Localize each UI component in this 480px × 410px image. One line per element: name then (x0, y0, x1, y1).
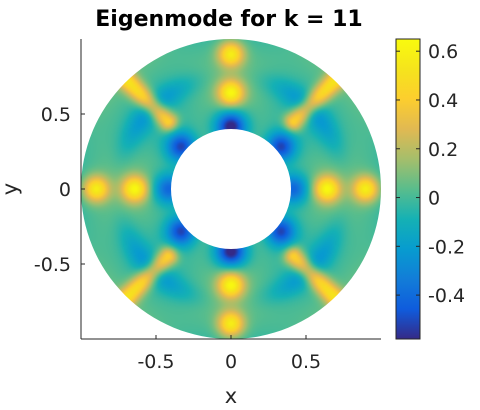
colorbar: -0.4 -0.2 0 0.2 0.4 0.6 (395, 38, 465, 340)
colorbar-ticks: -0.4 -0.2 0 0.2 0.4 0.6 (396, 41, 465, 307)
plot-area (81, 39, 381, 339)
y-axis-label: y (0, 183, 22, 195)
y-tick-label: 0.5 (41, 104, 71, 126)
y-tick-label: 0 (59, 179, 71, 201)
x-ticks: -0.5 0 0.5 (137, 335, 321, 373)
colorbar-tick-label: -0.2 (428, 236, 465, 258)
x-tick-label: 0 (225, 351, 237, 373)
x-tick-label: -0.5 (137, 351, 174, 373)
colorbar-tick-label: 0.2 (428, 139, 458, 161)
y-ticks: -0.5 0 0.5 (34, 104, 85, 276)
chart-title: Eigenmode for k = 11 (95, 7, 362, 32)
colorbar-tick-label: -0.4 (428, 285, 465, 307)
colorbar-tick-label: 0 (428, 188, 440, 210)
x-axis-label: x (225, 384, 237, 408)
colorbar-tick-label: 0.6 (428, 41, 458, 63)
colorbar-tick-label: 0.4 (428, 90, 458, 112)
heatmap-field (81, 39, 381, 339)
colorbar-gradient (396, 39, 420, 339)
colorbar-frame (395, 38, 421, 340)
y-tick-label: -0.5 (34, 254, 71, 276)
x-tick-label: 0.5 (291, 351, 321, 373)
